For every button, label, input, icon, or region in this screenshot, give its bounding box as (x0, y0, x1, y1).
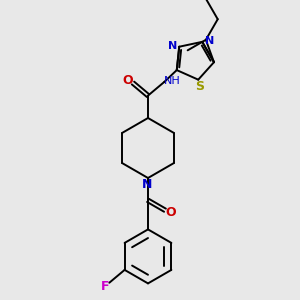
Text: S: S (195, 80, 204, 93)
Text: O: O (123, 74, 133, 86)
Text: N: N (168, 41, 177, 51)
Text: NH: NH (164, 76, 181, 86)
Text: O: O (166, 206, 176, 219)
Text: N: N (205, 36, 214, 46)
Text: F: F (101, 280, 110, 293)
Text: N: N (142, 178, 152, 191)
